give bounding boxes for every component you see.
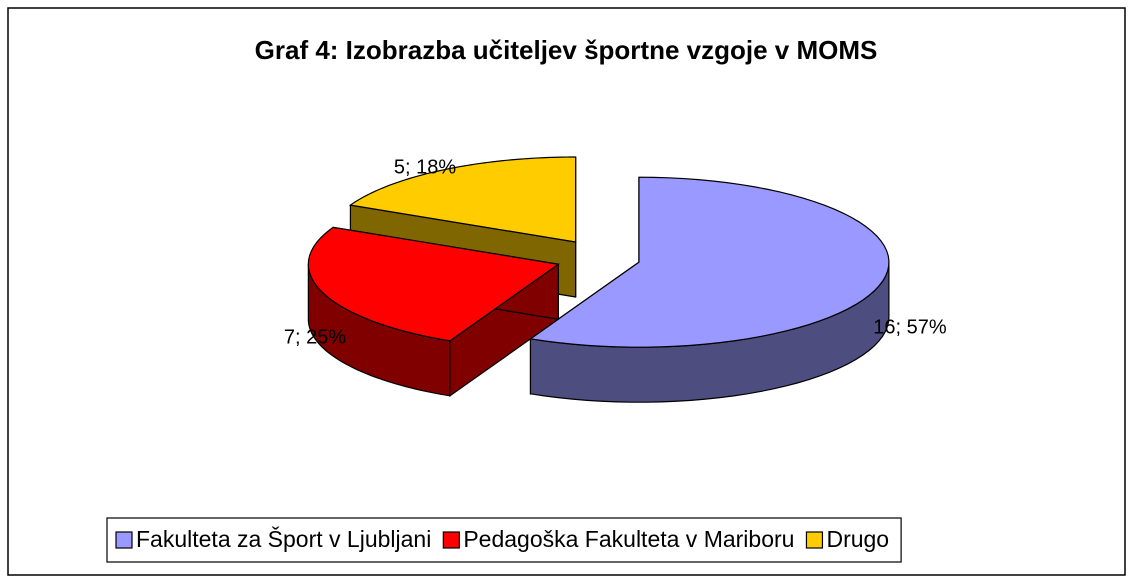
legend-swatch — [115, 531, 133, 549]
slice-top — [307, 226, 560, 342]
chart-title: Graf 4: Izobrazba učiteljev športne vzgo… — [255, 35, 878, 65]
legend-border — [106, 517, 902, 563]
data-label: 5; 18% — [394, 156, 456, 178]
legend-swatch — [442, 531, 460, 549]
legend-label: Pedagoška Fakulteta v Mariboru — [463, 526, 794, 552]
data-label: 7; 25% — [284, 326, 346, 348]
slice-top — [348, 156, 577, 243]
legend: Fakulteta za Šport v Ljubljani Pedagoška … — [106, 517, 902, 563]
slice-top — [528, 176, 890, 348]
legend-label: Drugo — [826, 526, 889, 552]
pie-slice — [307, 226, 560, 397]
legend-swatch — [805, 531, 824, 549]
legend-label: Fakulteta za Šport v Ljubljani — [136, 525, 431, 552]
data-label: 16; 57% — [873, 316, 947, 338]
pie-slice — [528, 176, 890, 403]
